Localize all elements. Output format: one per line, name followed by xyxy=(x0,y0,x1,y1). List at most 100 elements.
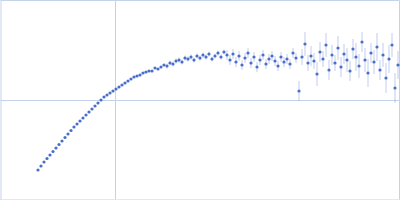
point xyxy=(174,59,177,62)
point xyxy=(84,113,87,116)
point xyxy=(231,52,234,55)
point xyxy=(51,150,54,153)
point xyxy=(192,58,195,61)
point xyxy=(165,64,168,67)
point xyxy=(171,62,174,65)
plot xyxy=(1,0,400,200)
point xyxy=(108,91,111,94)
point xyxy=(390,43,393,46)
point xyxy=(246,51,249,54)
point xyxy=(132,75,135,78)
point xyxy=(141,71,144,74)
point xyxy=(135,74,138,77)
point xyxy=(195,54,198,57)
point xyxy=(387,57,390,60)
y-grid-line xyxy=(1,100,400,101)
point xyxy=(147,69,150,72)
point xyxy=(276,64,279,67)
point xyxy=(294,56,297,59)
point xyxy=(318,50,321,53)
point xyxy=(72,125,75,128)
data-marks xyxy=(36,32,399,172)
point xyxy=(345,58,348,61)
point xyxy=(255,65,258,68)
point xyxy=(357,64,360,67)
point xyxy=(144,70,147,73)
point xyxy=(240,63,243,66)
point xyxy=(99,98,102,101)
point xyxy=(156,67,159,70)
point xyxy=(396,63,399,66)
point xyxy=(138,73,141,76)
point xyxy=(45,157,48,160)
y-axis xyxy=(1,1,400,200)
point xyxy=(225,53,228,56)
y-tick xyxy=(1,100,400,101)
point xyxy=(282,60,285,63)
point xyxy=(384,76,387,79)
point xyxy=(42,160,45,163)
point xyxy=(333,61,336,64)
point xyxy=(87,110,90,113)
point xyxy=(234,60,237,63)
point xyxy=(327,68,330,71)
point xyxy=(111,89,114,92)
point xyxy=(186,57,189,60)
point xyxy=(285,57,288,60)
x-tick xyxy=(115,0,116,200)
point xyxy=(198,56,201,59)
point xyxy=(378,68,381,71)
point xyxy=(369,51,372,54)
point xyxy=(252,55,255,58)
point xyxy=(363,58,366,61)
point xyxy=(243,56,246,59)
point xyxy=(270,54,273,57)
point xyxy=(381,53,384,56)
point xyxy=(78,119,81,122)
point xyxy=(120,83,123,86)
point xyxy=(96,101,99,104)
point xyxy=(210,57,213,60)
point xyxy=(123,81,126,84)
point xyxy=(207,52,210,55)
point xyxy=(264,62,267,65)
point xyxy=(90,107,93,110)
x-grid-line xyxy=(115,0,116,200)
point xyxy=(288,62,291,65)
point xyxy=(69,129,72,132)
point xyxy=(312,59,315,62)
point xyxy=(309,54,312,57)
point xyxy=(66,132,69,135)
point xyxy=(321,57,324,60)
point xyxy=(216,51,219,54)
point xyxy=(36,168,39,171)
point xyxy=(303,42,306,45)
point xyxy=(201,53,204,56)
point xyxy=(249,61,252,64)
point xyxy=(153,66,156,69)
point xyxy=(351,47,354,50)
point xyxy=(159,65,162,68)
point xyxy=(183,56,186,59)
point xyxy=(63,136,66,139)
x-axis xyxy=(1,0,400,200)
point xyxy=(129,77,132,80)
point xyxy=(330,53,333,56)
point xyxy=(39,164,42,167)
point xyxy=(300,55,303,58)
point xyxy=(213,54,216,57)
point xyxy=(360,40,363,43)
point xyxy=(297,89,300,92)
point xyxy=(204,55,207,58)
point xyxy=(375,45,378,48)
point xyxy=(102,95,105,98)
point xyxy=(342,52,345,55)
point xyxy=(93,104,96,107)
point xyxy=(180,60,183,63)
point xyxy=(348,69,351,72)
point xyxy=(315,72,318,75)
chart xyxy=(0,0,400,200)
point xyxy=(177,58,180,61)
point xyxy=(306,61,309,64)
point xyxy=(48,153,51,156)
